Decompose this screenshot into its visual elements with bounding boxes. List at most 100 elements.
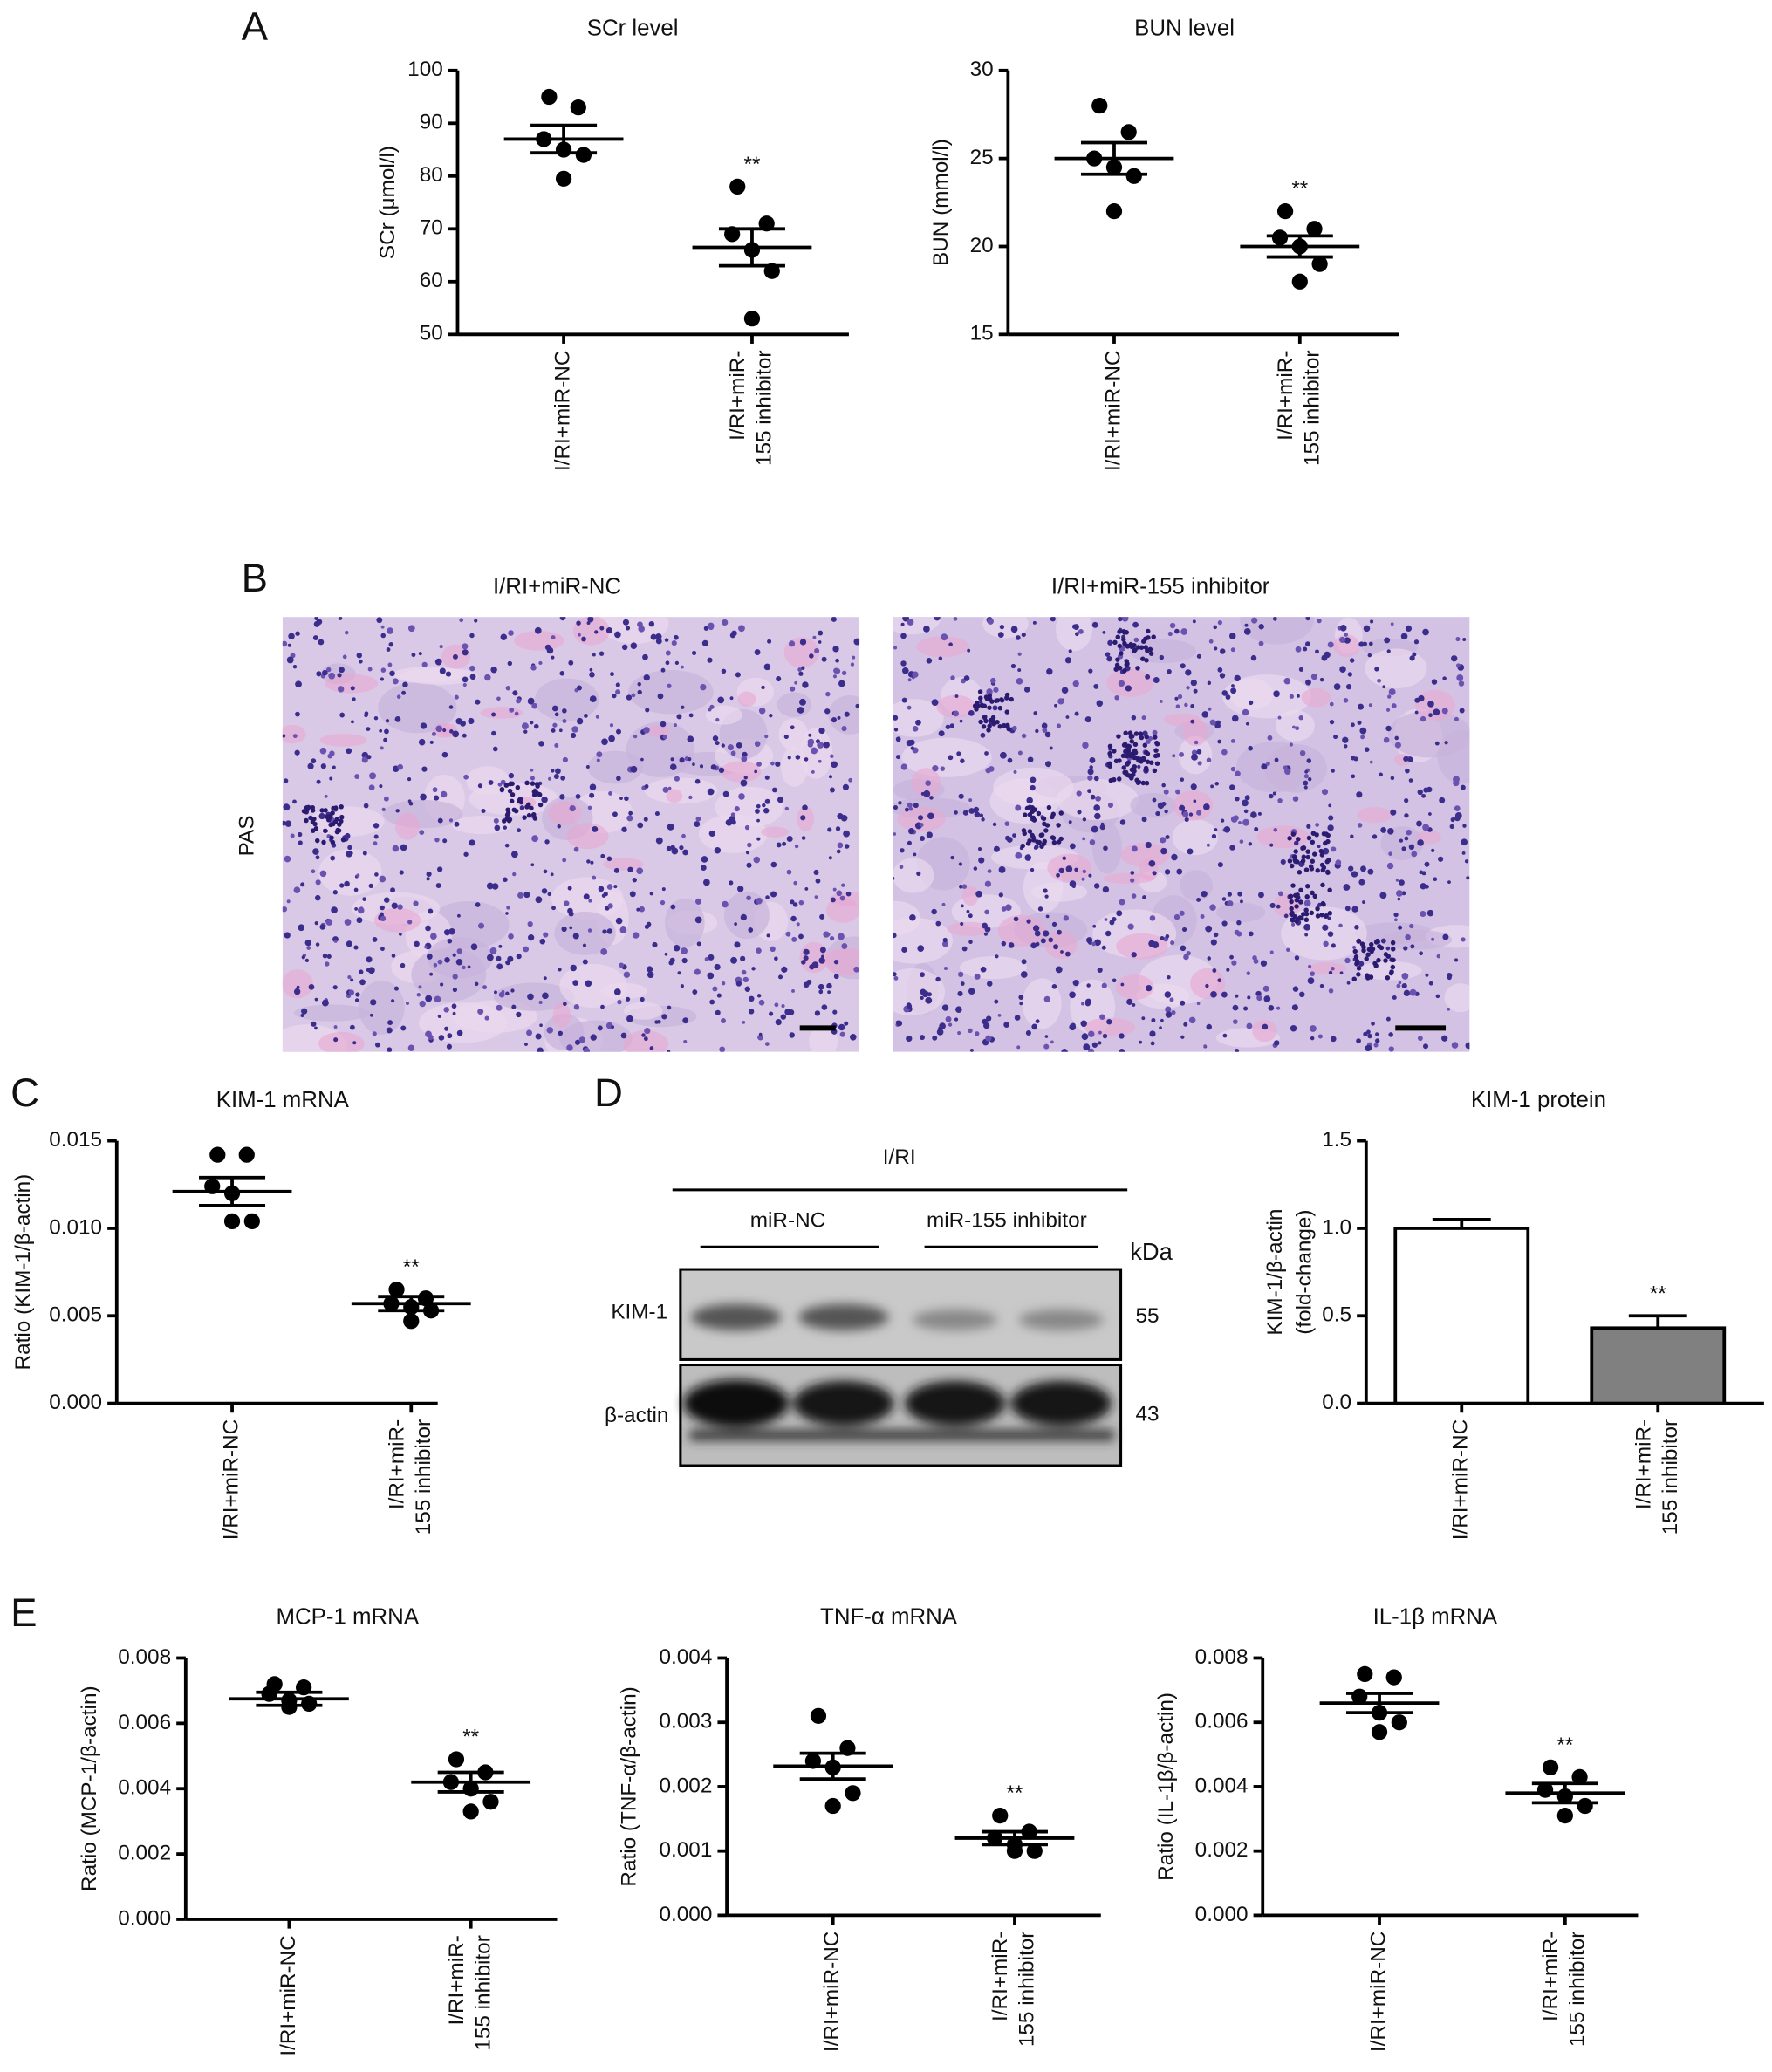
- nucleus: [381, 807, 386, 812]
- nucleus: [562, 756, 568, 763]
- nucleus: [838, 680, 845, 687]
- glomerulus-cell: [304, 817, 309, 824]
- nucleus: [380, 746, 384, 750]
- nucleus: [474, 981, 479, 987]
- nucleus: [615, 917, 623, 925]
- nucleus: [1404, 798, 1409, 803]
- nucleus: [1411, 851, 1418, 858]
- nucleus: [1087, 769, 1094, 776]
- nucleus: [380, 915, 387, 922]
- nucleus: [1254, 826, 1259, 831]
- nucleus: [600, 853, 605, 858]
- y-tick-label: 0.004: [1195, 1774, 1249, 1797]
- nucleus: [770, 946, 776, 953]
- nucleus: [359, 969, 364, 974]
- nucleus: [455, 718, 462, 725]
- nucleus: [1408, 778, 1413, 783]
- nucleus: [308, 983, 315, 990]
- nucleus: [694, 898, 702, 905]
- nucleus: [554, 742, 559, 748]
- nucleus: [956, 751, 961, 756]
- nucleus: [737, 886, 744, 892]
- nucleus: [321, 999, 329, 1007]
- nucleus: [1449, 824, 1454, 830]
- nucleus: [1088, 940, 1092, 945]
- glomerulus-cell: [1303, 867, 1310, 872]
- nucleus: [1367, 868, 1374, 875]
- nucleus: [674, 660, 680, 666]
- nucleus: [722, 619, 729, 626]
- nucleus: [969, 1048, 974, 1052]
- nucleus: [477, 783, 483, 789]
- nucleus: [782, 841, 787, 846]
- nucleus: [949, 723, 954, 728]
- glomerulus-cell: [1326, 858, 1331, 863]
- glomerulus-cell: [1121, 637, 1126, 642]
- pink-patch: [552, 1002, 571, 1029]
- nucleus: [1165, 1011, 1173, 1018]
- nucleus: [462, 643, 469, 650]
- nucleus: [900, 763, 907, 770]
- nucleus: [850, 1034, 857, 1041]
- nucleus: [1090, 794, 1096, 800]
- nucleus: [811, 961, 819, 969]
- nucleus: [641, 1033, 646, 1037]
- nucleus: [827, 990, 831, 995]
- nucleus: [447, 938, 453, 944]
- nucleus: [1050, 1040, 1054, 1044]
- nucleus: [626, 996, 631, 1002]
- nucleus: [1248, 931, 1254, 937]
- nucleus: [1103, 845, 1108, 851]
- nucleus: [774, 956, 778, 961]
- nucleus: [395, 809, 400, 813]
- nucleus: [543, 976, 547, 981]
- nucleus: [1262, 985, 1269, 992]
- nucleus: [1385, 946, 1391, 951]
- nucleus: [367, 967, 375, 974]
- nucleus: [440, 982, 444, 987]
- nucleus: [1190, 719, 1195, 724]
- glomerulus-cell: [526, 802, 531, 808]
- nucleus: [677, 971, 681, 975]
- nucleus: [1379, 892, 1387, 899]
- glomerulus-cell: [1325, 832, 1331, 838]
- nucleus: [832, 674, 838, 679]
- nucleus: [942, 937, 948, 943]
- nucleus: [791, 936, 797, 942]
- nucleus: [1082, 837, 1086, 841]
- nucleus: [926, 831, 933, 838]
- glomerulus-cell: [999, 697, 1005, 703]
- nucleus: [469, 674, 476, 680]
- nucleus: [1250, 811, 1257, 818]
- nucleus: [390, 887, 395, 893]
- nucleus: [282, 640, 288, 647]
- nucleus: [681, 665, 684, 669]
- nucleus: [1344, 906, 1351, 912]
- nucleus: [740, 913, 748, 921]
- glomerulus-cell: [1306, 835, 1312, 841]
- nucleus: [1146, 985, 1153, 992]
- nucleus: [1399, 838, 1404, 843]
- nucleus: [818, 989, 824, 995]
- nucleus: [516, 954, 522, 960]
- glomerulus-cell: [529, 805, 534, 811]
- y-axis-label: Ratio (IL-1β/β-actin): [1154, 1692, 1178, 1881]
- nucleus: [1099, 824, 1105, 831]
- tissue-patch: [828, 694, 860, 735]
- glomerulus-cell: [1143, 645, 1148, 650]
- nucleus: [801, 666, 805, 671]
- nucleus: [1451, 1042, 1459, 1049]
- glomerulus-cell: [1299, 915, 1304, 921]
- nucleus: [1211, 833, 1217, 839]
- nucleus: [1171, 853, 1178, 861]
- nucleus: [1003, 1022, 1009, 1028]
- tissue-patch: [623, 1002, 663, 1020]
- nucleus: [581, 636, 586, 642]
- nucleus: [1236, 920, 1242, 926]
- nucleus: [1209, 719, 1216, 726]
- x-tick-label: 155 inhibitor: [753, 351, 777, 466]
- nucleus: [583, 1047, 591, 1052]
- nucleus: [570, 964, 577, 972]
- nucleus: [655, 837, 663, 845]
- nucleus: [910, 746, 914, 750]
